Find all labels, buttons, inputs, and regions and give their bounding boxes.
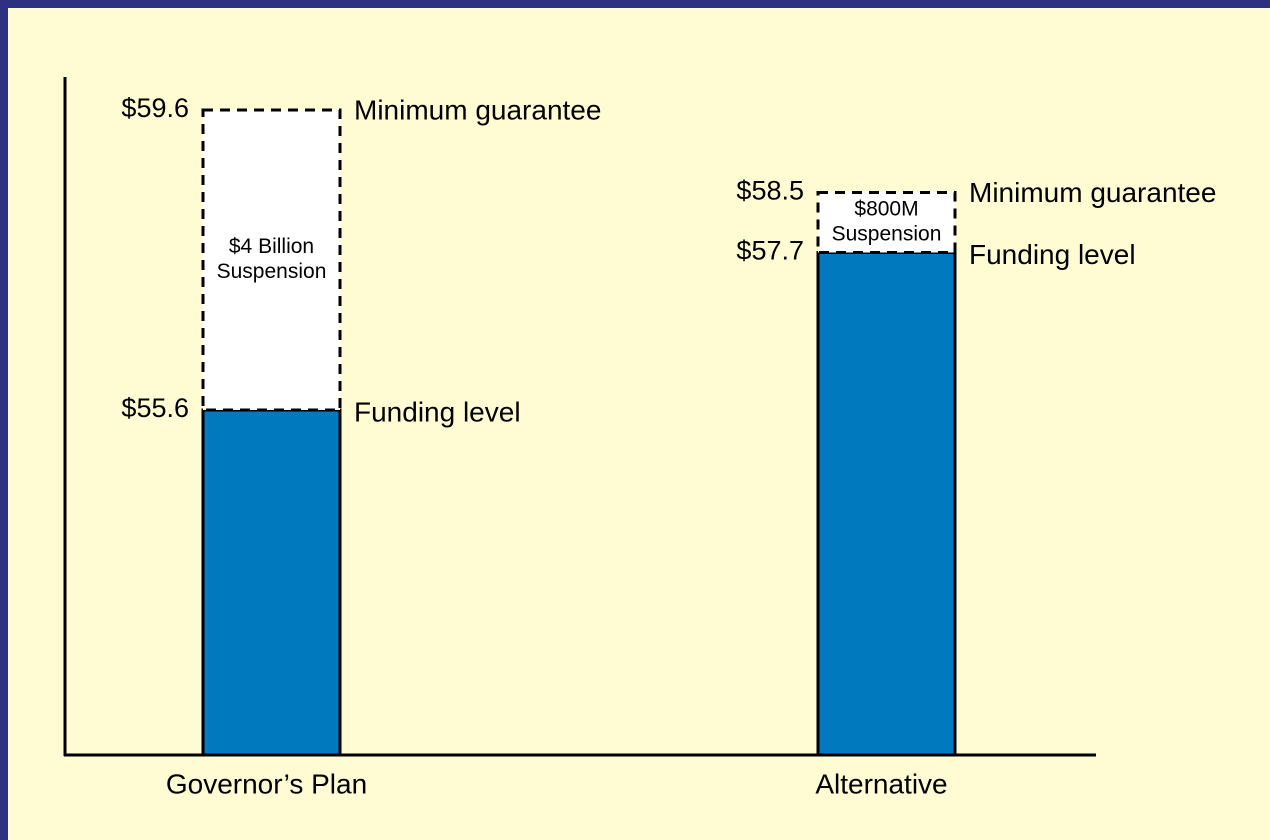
x-tick-label: Governor’s Plan <box>166 768 367 799</box>
segment-label: Suspension <box>832 223 942 246</box>
segment-label: $4 Billion <box>229 235 314 258</box>
value-label: $59.6 <box>121 93 189 123</box>
value-label: $55.6 <box>121 393 189 423</box>
segment-label: $800M <box>854 198 918 221</box>
series-label: Funding level <box>969 239 1136 270</box>
x-tick-label: Alternative <box>815 768 947 799</box>
bar <box>201 408 342 757</box>
segment-label: Suspension <box>217 260 327 283</box>
value-label: $57.7 <box>736 236 804 266</box>
value-label: $58.5 <box>736 176 804 206</box>
guarantee-label: Minimum guarantee <box>354 94 601 125</box>
chart-background <box>8 8 1270 840</box>
series-label: Funding level <box>354 396 521 427</box>
guarantee-label: Minimum guarantee <box>969 177 1216 208</box>
bar <box>816 251 957 757</box>
